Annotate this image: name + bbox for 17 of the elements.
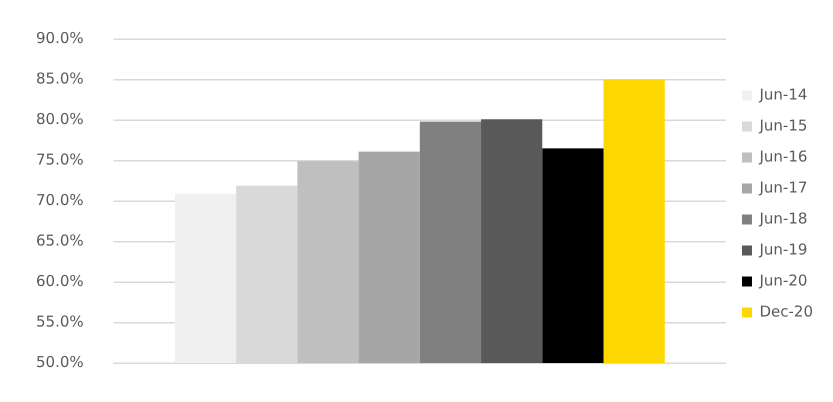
y-tick-label: 60.0%: [36, 272, 84, 290]
y-tick-label: 80.0%: [36, 110, 84, 128]
legend-label: Jun-16: [758, 147, 808, 166]
y-tick-label: 70.0%: [36, 190, 84, 209]
y-tick-label: 90.0%: [36, 28, 84, 47]
y-tick-label: 65.0%: [36, 231, 84, 250]
y-tick-label: 55.0%: [36, 312, 84, 330]
legend-label: Jun-14: [758, 85, 808, 104]
legend-label: Jun-17: [758, 178, 808, 196]
legend-label: Jun-20: [758, 271, 808, 290]
legend-label: Jun-18: [758, 209, 808, 228]
legend-label: Dec-20: [759, 302, 814, 320]
legend-label: Jun-19: [758, 240, 808, 258]
y-tick-label: 75.0%: [36, 150, 84, 168]
y-tick-label: 50.0%: [36, 352, 84, 371]
legend-label: Jun-15: [758, 116, 808, 134]
y-tick-label: 85.0%: [36, 69, 84, 88]
